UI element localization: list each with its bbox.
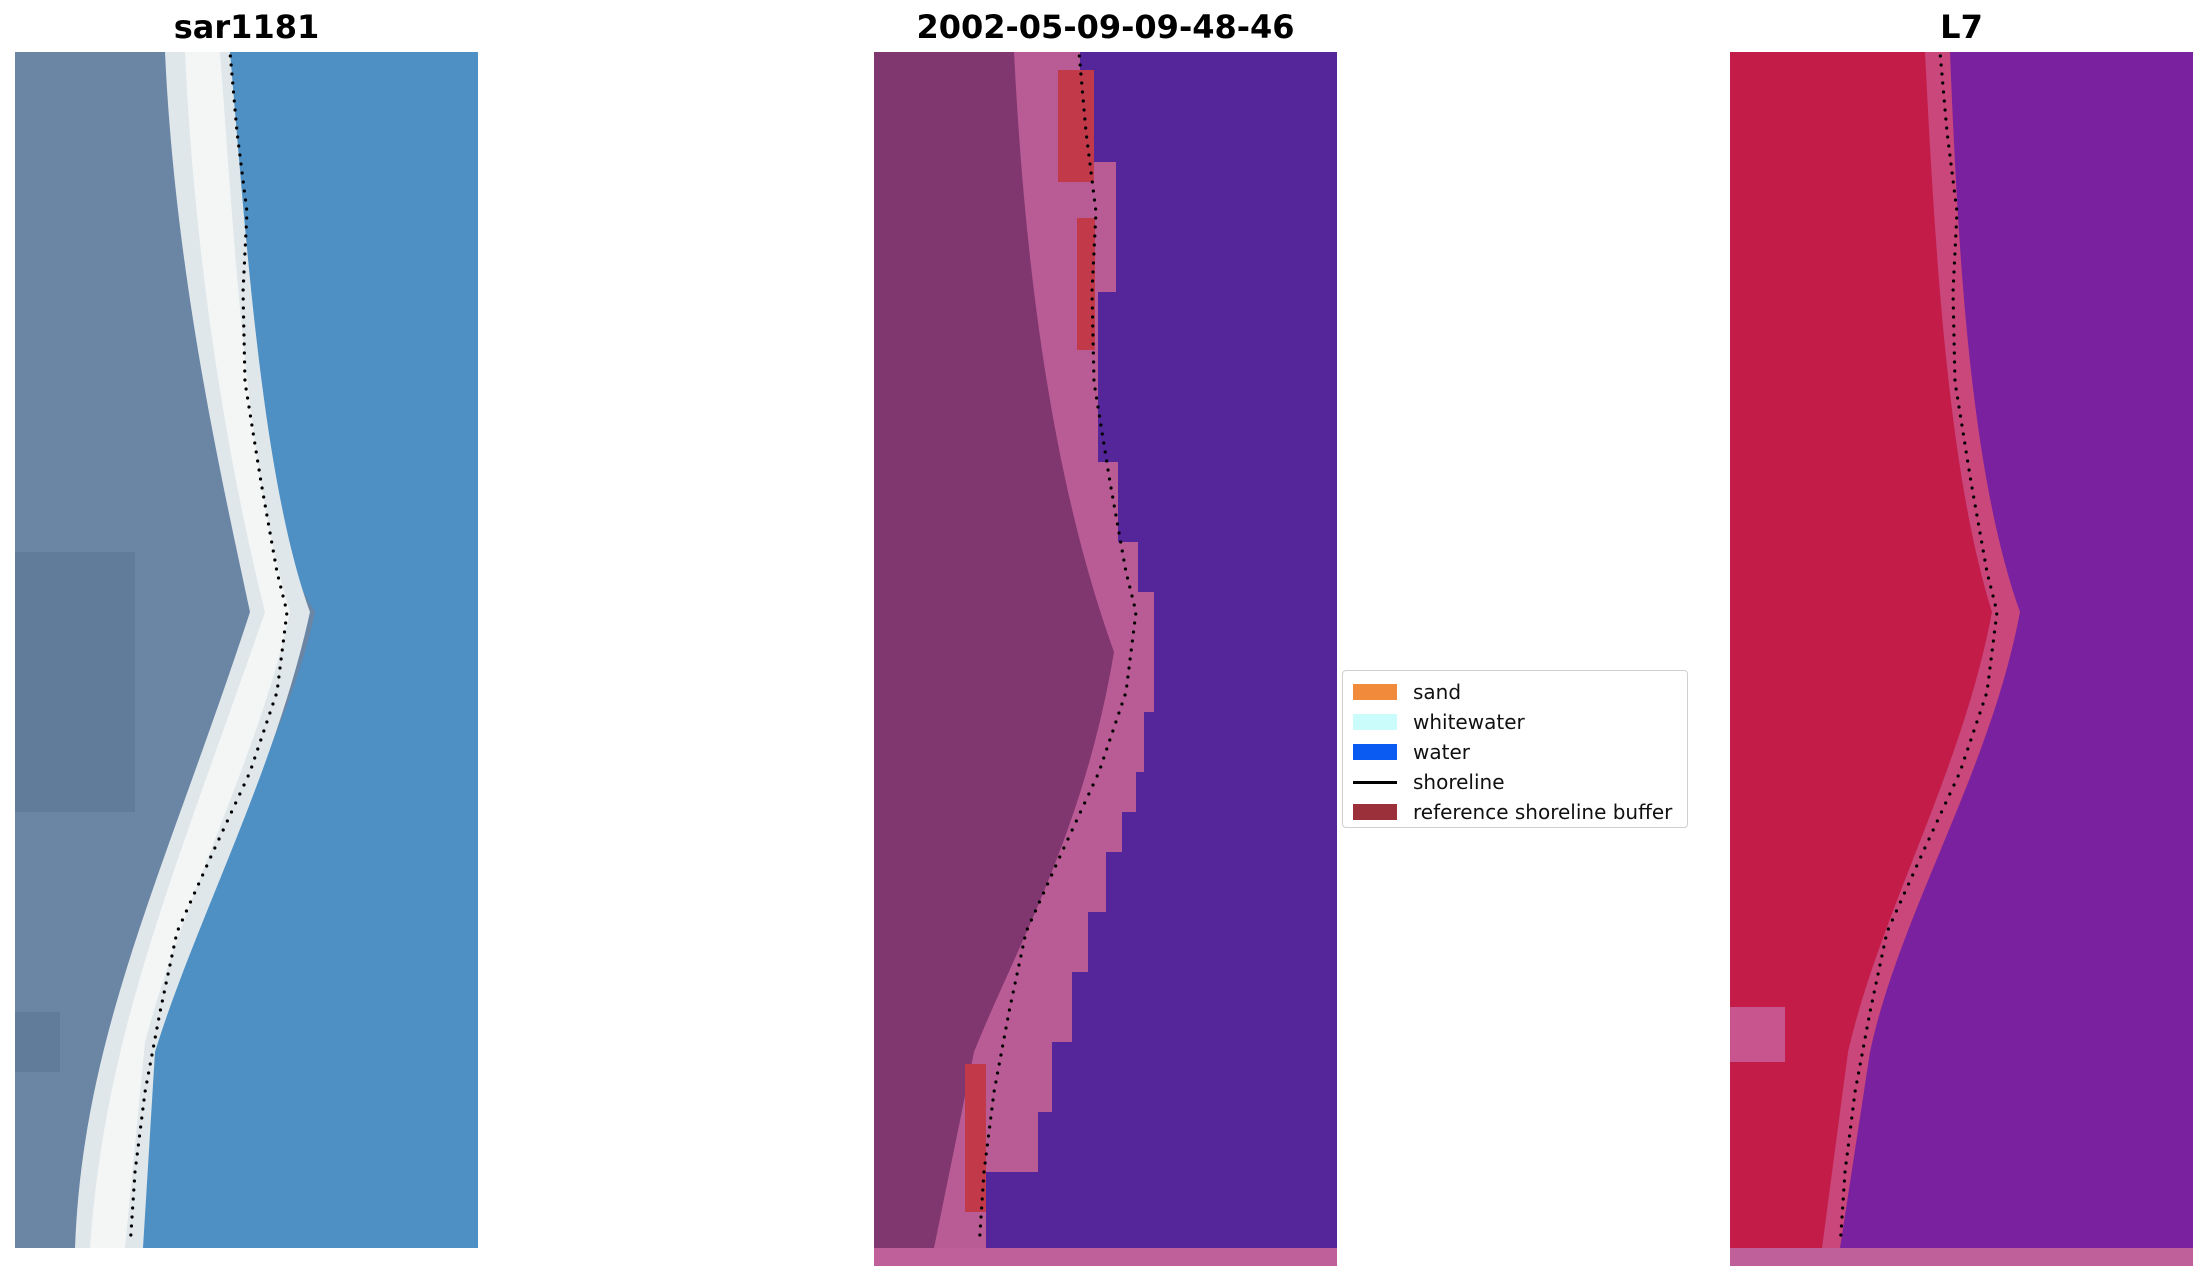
buffer-patch [1077, 218, 1095, 350]
legend: sand whitewater water shoreline reference sh… [1342, 670, 1688, 828]
rgb-image [15, 52, 478, 1248]
panel-bottom-strip [874, 1248, 1337, 1266]
legend-label: reference shoreline buffer [1413, 800, 1673, 824]
legend-item-sand: sand [1353, 677, 1677, 707]
legend-item-reference-shoreline-buffer: reference shoreline buffer [1353, 797, 1677, 827]
legend-label: sand [1413, 680, 1462, 704]
shoreline-dots [1839, 54, 1999, 1237]
panel-title-classified: 2002-05-09-09-48-46 [916, 8, 1295, 46]
legend-swatch [1353, 780, 1397, 784]
legend-label: water [1413, 740, 1470, 764]
legend-swatch [1353, 804, 1397, 820]
panel-bottom-strip [1730, 1248, 2193, 1266]
shoreline-dots [129, 54, 289, 1237]
panel-title-rgb: sar1181 [173, 8, 320, 46]
rgb-image-panel [15, 52, 478, 1248]
legend-item-shoreline: shoreline [1353, 767, 1677, 797]
false-color-image [1730, 52, 2193, 1248]
legend-item-water: water [1353, 737, 1677, 767]
shoreline-dots [978, 54, 1138, 1237]
panel-title-false-color: L7 [1940, 8, 1983, 46]
buffer-patch [965, 1064, 986, 1212]
buffer-patch [1058, 70, 1094, 182]
legend-swatch [1353, 684, 1397, 700]
legend-swatch [1353, 714, 1397, 730]
classified-image [874, 52, 1337, 1248]
classified-image-panel [874, 52, 1337, 1266]
legend-swatch [1353, 744, 1397, 760]
legend-label: whitewater [1413, 710, 1525, 734]
false-color-image-panel [1730, 52, 2193, 1266]
legend-label: shoreline [1413, 770, 1505, 794]
legend-item-whitewater: whitewater [1353, 707, 1677, 737]
